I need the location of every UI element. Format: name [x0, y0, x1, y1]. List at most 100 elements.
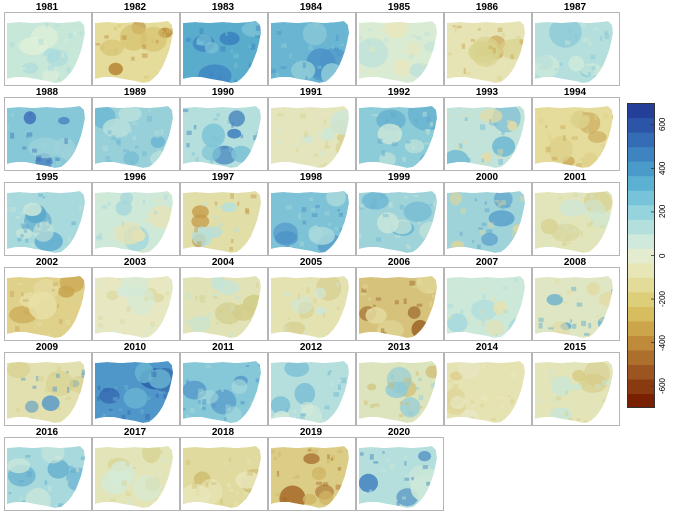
anomaly-cell: [143, 297, 148, 302]
anomaly-patch: [450, 396, 466, 409]
anomaly-patch: [301, 134, 315, 144]
anomaly-cell: [305, 324, 309, 328]
anomaly-cell: [229, 457, 231, 462]
anomaly-cell: [308, 197, 314, 201]
anomaly-cell: [292, 416, 296, 419]
anomaly-cell: [609, 62, 613, 66]
anomaly-cell: [488, 222, 495, 228]
anomaly-patch: [148, 205, 173, 229]
anomaly-cell: [366, 40, 372, 46]
anomaly-cell: [150, 475, 155, 478]
anomaly-cell: [483, 396, 488, 401]
anomaly-cell: [313, 298, 317, 304]
anomaly-cell: [347, 72, 349, 78]
anomaly-cell: [252, 497, 258, 500]
anomaly-cell: [474, 198, 477, 202]
anomaly-cell: [367, 70, 373, 74]
anomaly-cell: [215, 138, 220, 142]
anomaly-cell: [203, 316, 209, 321]
anomaly-cell: [251, 155, 255, 159]
anomaly-cell: [319, 150, 325, 156]
anomaly-patch: [318, 490, 334, 505]
anomaly-cell: [141, 309, 146, 314]
anomaly-cell: [25, 238, 29, 243]
anomaly-patch: [471, 299, 498, 321]
anomaly-cell: [299, 333, 303, 338]
anomaly-cell: [337, 209, 340, 212]
anomaly-cell: [299, 241, 305, 247]
anomaly-cell: [318, 134, 322, 139]
anomaly-cell: [97, 385, 101, 390]
anomaly-patch: [291, 60, 316, 81]
anomaly-cell: [562, 240, 566, 246]
anomaly-cell: [221, 388, 224, 392]
anomaly-cell: [59, 319, 63, 324]
anomaly-cell: [97, 197, 100, 203]
anomaly-cell: [26, 504, 29, 508]
anomaly-cell: [415, 371, 419, 376]
colorbar-tick-label: -200: [658, 291, 667, 308]
anomaly-patch: [302, 22, 327, 46]
anomaly-cell: [256, 236, 260, 240]
panel-year-label: 2019: [299, 427, 323, 438]
anomaly-cell: [579, 157, 584, 161]
anomaly-cell: [55, 144, 58, 147]
anomaly-map: [359, 191, 437, 253]
anomaly-cell: [300, 413, 307, 417]
anomaly-cell: [50, 164, 55, 168]
anomaly-patch: [403, 201, 432, 222]
anomaly-cell: [383, 37, 389, 43]
anomaly-cell: [275, 129, 281, 133]
anomaly-cell: [403, 298, 407, 304]
anomaly-cell: [501, 405, 504, 409]
anomaly-cell: [156, 330, 160, 335]
anomaly-cell: [515, 35, 521, 40]
anomaly-map: [183, 106, 261, 168]
panel-year-label: 1984: [299, 2, 323, 13]
anomaly-cell: [345, 126, 349, 131]
anomaly-cell: [414, 36, 420, 40]
anomaly-cell: [168, 288, 173, 291]
anomaly-cell: [36, 155, 42, 162]
anomaly-cell: [291, 301, 296, 307]
anomaly-cell: [417, 37, 422, 41]
anomaly-cell: [82, 136, 85, 139]
anomaly-cell: [303, 330, 307, 335]
anomaly-cell: [76, 318, 80, 325]
anomaly-cell: [435, 136, 437, 143]
anomaly-cell: [327, 371, 331, 376]
colorbar: [627, 103, 655, 408]
anomaly-cell: [247, 470, 253, 476]
anomaly-cell: [170, 279, 173, 285]
anomaly-cell: [342, 396, 347, 400]
anomaly-cell: [414, 119, 418, 123]
anomaly-cell: [416, 332, 422, 337]
anomaly-cell: [422, 111, 427, 117]
anomaly-patch: [118, 106, 142, 122]
anomaly-cell: [510, 54, 514, 60]
anomaly-cell: [547, 419, 553, 422]
panel-year-label: 1982: [123, 2, 147, 13]
anomaly-cell: [599, 225, 605, 228]
anomaly-cell: [404, 196, 408, 199]
anomaly-cell: [359, 452, 364, 456]
anomaly-patch: [535, 54, 560, 78]
anomaly-cell: [189, 408, 195, 413]
anomaly-cell: [233, 227, 240, 233]
anomaly-cell: [121, 415, 126, 420]
map-panel: [180, 182, 268, 256]
anomaly-cell: [359, 206, 364, 210]
anomaly-cell: [80, 456, 85, 460]
anomaly-cell: [80, 31, 83, 35]
map-panel: [92, 12, 180, 86]
anomaly-cell: [288, 317, 291, 320]
anomaly-cell: [45, 23, 48, 28]
anomaly-cell: [510, 373, 516, 378]
anomaly-cell: [222, 206, 229, 211]
anomaly-cell: [587, 207, 591, 212]
anomaly-cell: [20, 496, 23, 501]
anomaly-cell: [398, 134, 401, 141]
anomaly-patch: [377, 212, 399, 234]
anomaly-cell: [321, 418, 326, 423]
anomaly-cell: [162, 32, 165, 36]
